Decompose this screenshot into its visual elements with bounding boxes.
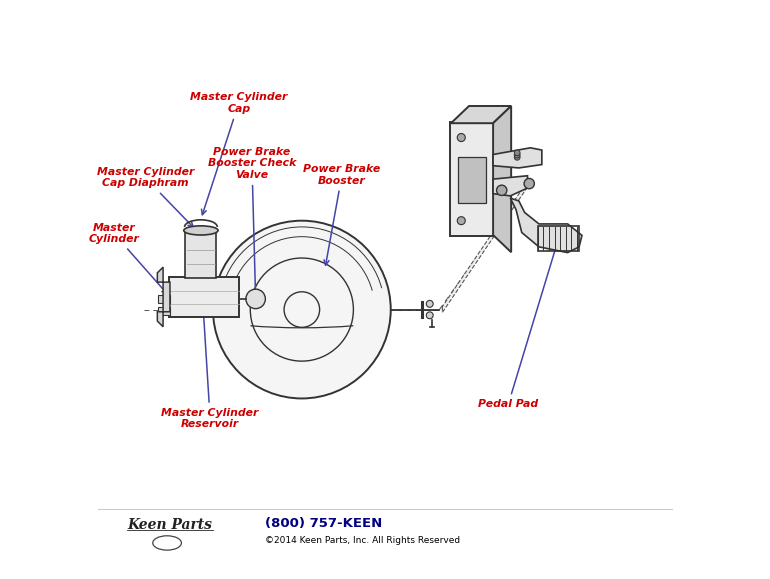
Circle shape — [246, 289, 266, 309]
Polygon shape — [451, 106, 511, 123]
Text: Pedal Pad: Pedal Pad — [478, 243, 558, 409]
Circle shape — [497, 185, 507, 196]
Polygon shape — [493, 106, 511, 252]
Text: Master Cylinder
Cap Diaphram: Master Cylinder Cap Diaphram — [96, 167, 194, 227]
Text: Power Brake
Booster Check
Valve: Power Brake Booster Check Valve — [208, 146, 296, 294]
Circle shape — [514, 155, 520, 160]
Circle shape — [457, 134, 465, 141]
Polygon shape — [511, 198, 582, 252]
Polygon shape — [442, 181, 527, 313]
Polygon shape — [493, 148, 542, 168]
Bar — [159, 307, 170, 314]
Circle shape — [457, 217, 465, 225]
Bar — [458, 156, 486, 203]
Circle shape — [213, 221, 390, 398]
Circle shape — [514, 152, 520, 158]
FancyBboxPatch shape — [450, 122, 494, 236]
Bar — [537, 226, 579, 251]
Text: Keen Parts: Keen Parts — [127, 518, 212, 532]
Text: Power Brake
Booster: Power Brake Booster — [303, 164, 380, 265]
Circle shape — [524, 178, 534, 189]
FancyBboxPatch shape — [169, 277, 239, 317]
Text: Master Cylinder
Reservoir: Master Cylinder Reservoir — [162, 276, 259, 429]
Bar — [159, 295, 170, 303]
Ellipse shape — [184, 226, 218, 235]
Circle shape — [427, 301, 434, 307]
Bar — [225, 293, 233, 305]
Polygon shape — [157, 267, 170, 327]
Circle shape — [514, 150, 520, 156]
Text: ©2014 Keen Parts, Inc. All Rights Reserved: ©2014 Keen Parts, Inc. All Rights Reserv… — [265, 536, 460, 545]
Text: (800) 757-KEEN: (800) 757-KEEN — [265, 517, 382, 530]
Text: Master Cylinder
Cap: Master Cylinder Cap — [190, 92, 287, 215]
Polygon shape — [493, 176, 527, 196]
Circle shape — [427, 312, 434, 319]
Text: Master
Cylinder: Master Cylinder — [89, 222, 167, 294]
FancyBboxPatch shape — [186, 230, 216, 278]
